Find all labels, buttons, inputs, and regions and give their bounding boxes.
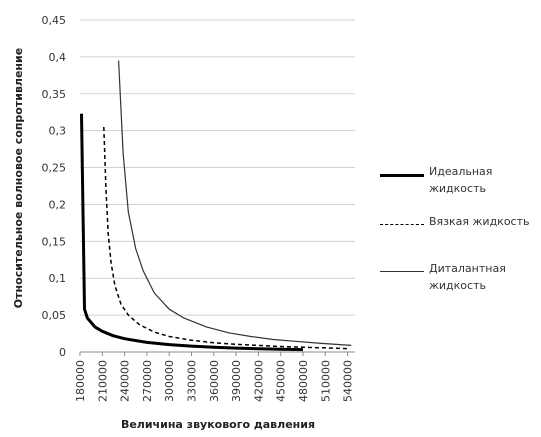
y-tick-label: 0,35 xyxy=(42,88,67,101)
gridlines xyxy=(80,19,355,316)
legend-swatch-viscous xyxy=(380,224,424,225)
legend-swatch-ideal xyxy=(380,174,424,177)
y-tick-label: 0,1 xyxy=(49,272,67,285)
x-axis-label: Величина звукового давления xyxy=(121,418,315,431)
x-tick-label: 480000 xyxy=(297,360,310,402)
y-axis-label: Относительное волновое сопротивление xyxy=(12,48,25,308)
legend-item-viscous: Вязкая жидкость xyxy=(380,213,530,230)
x-tick-label: 240000 xyxy=(119,360,132,402)
x-tick-label: 420000 xyxy=(252,360,265,402)
y-axis-ticks: 0 0,05 0,1 0,15 0,2 0,25 0,3 0,35 0,4 0,45 xyxy=(42,14,67,359)
series-line-ideal xyxy=(80,113,304,352)
legend-label-viscous: Вязкая жидкость xyxy=(429,215,530,228)
legend: Идеальная жидкость Вязкая жидкость Дитал… xyxy=(380,0,541,437)
x-tick-label: 510000 xyxy=(319,360,332,402)
x-tick-label: 540000 xyxy=(342,360,355,402)
series-line-dilatant xyxy=(118,60,352,346)
x-tick-label: 210000 xyxy=(96,360,109,402)
x-axis-ticks: 180000 210000 240000 270000 300000 330000 3600… xyxy=(74,352,355,402)
legend-label-ideal: Идеальная жидкость xyxy=(429,165,493,195)
legend-swatch-dilatant xyxy=(380,271,424,272)
y-tick-label: 0 xyxy=(59,346,66,359)
y-tick-label: 0,45 xyxy=(42,14,67,27)
legend-item-dilatant: Диталантная жидкость xyxy=(380,260,506,294)
x-tick-label: 270000 xyxy=(141,360,154,402)
x-tick-label: 450000 xyxy=(275,360,288,402)
y-tick-label: 0,25 xyxy=(42,162,67,175)
x-tick-label: 330000 xyxy=(185,360,198,402)
y-tick-label: 0,15 xyxy=(42,235,67,248)
series-lines xyxy=(80,60,352,352)
y-tick-label: 0,3 xyxy=(49,125,67,138)
y-tick-label: 0,05 xyxy=(42,309,67,322)
x-tick-label: 390000 xyxy=(230,360,243,402)
x-tick-label: 180000 xyxy=(74,360,87,402)
legend-label-dilatant: Диталантная жидкость xyxy=(429,262,506,292)
y-tick-label: 0,2 xyxy=(49,198,67,211)
x-tick-label: 300000 xyxy=(163,360,176,402)
y-tick-label: 0,4 xyxy=(49,51,67,64)
x-tick-label: 360000 xyxy=(208,360,221,402)
legend-item-ideal: Идеальная жидкость xyxy=(380,163,492,197)
